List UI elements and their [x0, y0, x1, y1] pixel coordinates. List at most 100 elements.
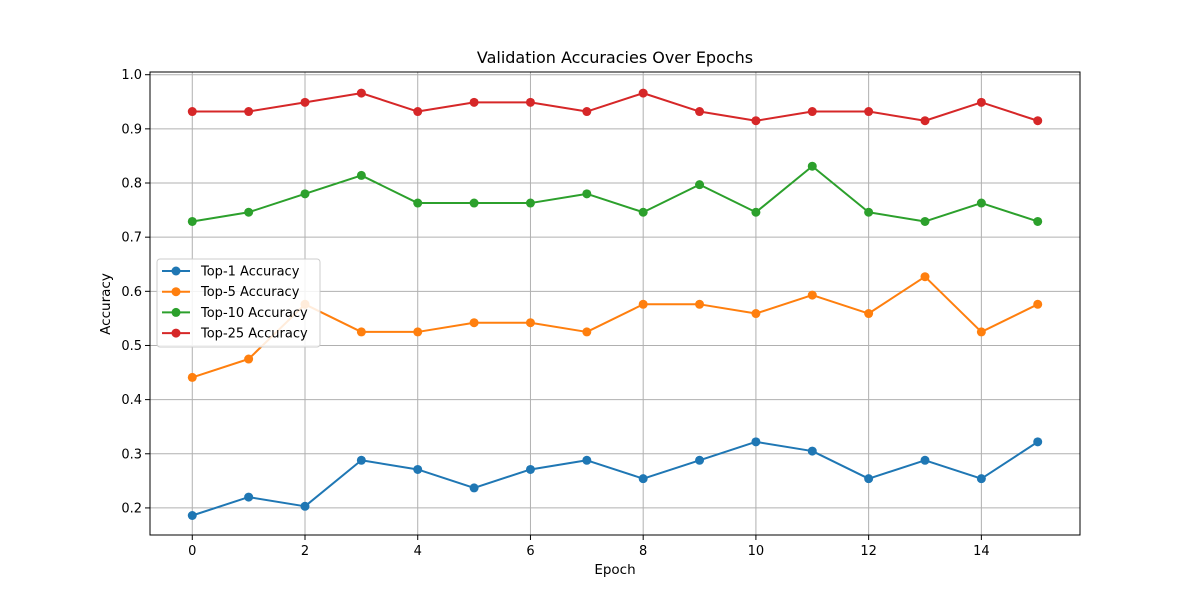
legend-marker — [171, 287, 181, 297]
data-point — [751, 207, 761, 217]
series-line-top-5-accuracy — [191, 275, 1039, 379]
series-top-1-accuracy — [187, 437, 1043, 521]
data-point — [244, 492, 254, 502]
data-point — [525, 198, 535, 208]
data-point — [976, 474, 986, 484]
data-point — [976, 327, 986, 337]
data-point — [807, 161, 817, 171]
data-point — [864, 474, 874, 484]
data-point — [525, 464, 535, 474]
data-point — [976, 198, 986, 208]
series-line-top-10-accuracy — [192, 165, 1039, 223]
x-tick-label: 2 — [301, 544, 309, 559]
data-point — [244, 207, 254, 217]
data-point — [695, 455, 705, 465]
chart-title: Validation Accuracies Over Epochs — [477, 48, 753, 67]
data-point — [751, 116, 761, 126]
data-point — [300, 97, 310, 107]
data-point — [187, 511, 197, 521]
data-point — [469, 483, 479, 493]
data-point — [864, 309, 874, 319]
data-point — [356, 170, 366, 180]
data-point — [244, 107, 254, 117]
y-tick-label: 0.2 — [121, 501, 142, 516]
data-point — [807, 290, 817, 300]
x-tick-label: 6 — [526, 544, 534, 559]
x-tick-label: 8 — [639, 544, 647, 559]
data-point — [469, 318, 479, 328]
data-point — [413, 198, 423, 208]
x-axis-title: Epoch — [594, 562, 635, 578]
series-top-5-accuracy — [187, 272, 1043, 382]
legend-item-top-10-accuracy: Top-10 Accuracy — [162, 306, 308, 321]
data-point — [525, 318, 535, 328]
data-point — [356, 88, 366, 98]
x-tick-label: 4 — [414, 544, 422, 559]
data-point — [920, 116, 930, 126]
legend-item-top-25-accuracy: Top-25 Accuracy — [162, 327, 308, 342]
data-point — [638, 207, 648, 217]
data-point — [1033, 437, 1043, 447]
y-tick-label: 0.8 — [121, 177, 142, 192]
legend-marker — [171, 266, 181, 276]
data-point — [864, 207, 874, 217]
data-point — [695, 180, 705, 190]
data-point — [413, 107, 423, 117]
data-point — [1033, 216, 1043, 226]
legend-label: Top-1 Accuracy — [200, 265, 300, 280]
data-point — [807, 107, 817, 117]
series-top-25-accuracy — [187, 88, 1043, 126]
tick-layer: 0 2 4 6 8 10 12 14 0.2 0.3 0.4 0.5 0.6 0.7 0.8 0.9 1.0 — [121, 68, 989, 559]
data-point — [469, 97, 479, 107]
data-point — [244, 354, 254, 364]
legend-item-top-5-accuracy: Top-5 Accuracy — [162, 285, 300, 300]
data-point — [356, 455, 366, 465]
y-tick-label: 1.0 — [121, 68, 142, 83]
plot-frame — [149, 71, 1081, 536]
data-point — [920, 272, 930, 282]
data-point — [695, 299, 705, 309]
series-top-10-accuracy — [187, 161, 1043, 226]
data-point — [582, 189, 592, 199]
legend-label: Top-10 Accuracy — [200, 306, 308, 321]
y-tick-label: 0.5 — [121, 339, 142, 354]
data-point — [638, 299, 648, 309]
y-tick-label: 0.9 — [121, 122, 142, 137]
data-point — [300, 501, 310, 511]
x-tick-label: 14 — [973, 544, 990, 559]
legend-box — [156, 258, 321, 348]
data-point — [582, 107, 592, 117]
legend-label: Top-5 Accuracy — [200, 285, 300, 300]
data-point — [582, 455, 592, 465]
data-point — [638, 88, 648, 98]
series-layer — [187, 88, 1043, 521]
x-tick-label: 0 — [188, 544, 196, 559]
data-point — [582, 327, 592, 337]
data-point — [751, 437, 761, 447]
data-point — [1033, 299, 1043, 309]
x-tick-label: 12 — [860, 544, 877, 559]
data-point — [751, 309, 761, 319]
legend-marker — [171, 328, 181, 338]
legend-label: Top-25 Accuracy — [200, 327, 308, 342]
data-point — [413, 464, 423, 474]
legend-marker — [171, 307, 181, 317]
data-point — [976, 97, 986, 107]
data-point — [864, 107, 874, 117]
y-axis-title: Accuracy — [98, 273, 114, 335]
data-point — [638, 474, 648, 484]
legend: Top-1 Accuracy Top-5 Accuracy Top-10 Accur… — [156, 258, 321, 348]
data-point — [469, 198, 479, 208]
data-point — [695, 107, 705, 117]
series-line-top-1-accuracy — [191, 440, 1039, 517]
series-line-top-25-accuracy — [192, 92, 1039, 122]
data-point — [187, 216, 197, 226]
data-point — [807, 446, 817, 456]
data-point — [920, 216, 930, 226]
data-point — [413, 327, 423, 337]
data-point — [525, 97, 535, 107]
data-point — [1033, 116, 1043, 126]
data-point — [300, 189, 310, 199]
y-tick-label: 0.6 — [121, 285, 142, 300]
